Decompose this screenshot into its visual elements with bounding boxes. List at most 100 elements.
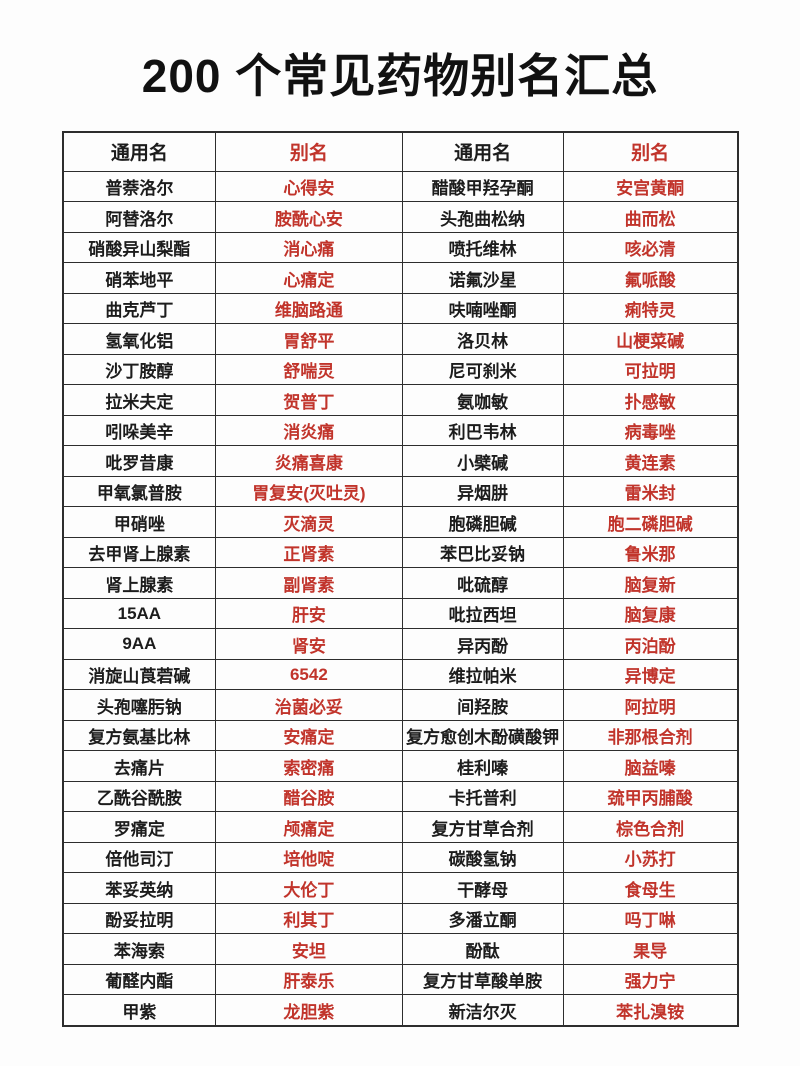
alias-cell: 胺酰心安 bbox=[215, 201, 403, 233]
alias-cell: 治菌必妥 bbox=[215, 689, 403, 721]
generic-name-cell: 拉米夫定 bbox=[61, 384, 217, 416]
table-body: 普萘洛尔 心得安 醋酸甲羟孕酮 安宫黄酮 阿替洛尔 胺酰心安 头孢曲松纳 曲而松 硝酸异山梨酯消… bbox=[61, 170, 739, 1027]
table-row: 头孢噻肟钠 治菌必妥 间羟胺 阿拉明 bbox=[61, 689, 739, 721]
alias-cell: 病毒唑 bbox=[562, 414, 739, 447]
alias-cell: 强力宁 bbox=[562, 963, 739, 996]
alias-cell: 肾安 bbox=[215, 628, 403, 660]
table-row: 吲哚美辛 消炎痛 利巴韦林 病毒唑 bbox=[61, 414, 739, 447]
generic-name-cell: 甲紫 bbox=[61, 994, 217, 1027]
alias-cell: 灭滴灵 bbox=[215, 506, 403, 538]
generic-name-cell: 喷托维林 bbox=[401, 231, 564, 264]
alias-cell: 可拉明 bbox=[562, 353, 739, 386]
alias-cell: 非那根合剂 bbox=[562, 719, 739, 752]
generic-name-cell: 尼可刹米 bbox=[401, 353, 564, 386]
generic-name-cell: 碳酸氢钠 bbox=[401, 841, 564, 874]
generic-name-cell: 醋酸甲羟孕酮 bbox=[401, 170, 564, 203]
alias-cell: 大伦丁 bbox=[215, 872, 403, 904]
generic-name-cell: 头孢噻肟钠 bbox=[61, 689, 217, 721]
alias-cell: 胞二磷胆碱 bbox=[562, 506, 739, 538]
table-row: 乙酰谷酰胺 醋谷胺 卡托普利 巯甲丙脯酸 bbox=[61, 780, 739, 813]
generic-name-cell: 利巴韦林 bbox=[401, 414, 564, 447]
generic-name-cell: 倍他司汀 bbox=[61, 841, 217, 874]
generic-name-cell: 15AA bbox=[61, 597, 217, 630]
alias-cell: 雷米封 bbox=[562, 475, 739, 508]
table-row: 苯妥英纳 大伦丁 干酵母 食母生 bbox=[61, 872, 739, 904]
table-row: 氢氧化铝 胃舒平 洛贝林 山梗菜碱 bbox=[61, 323, 739, 355]
alias-cell: 心得安 bbox=[215, 170, 403, 203]
generic-name-cell: 维拉帕米 bbox=[401, 658, 564, 691]
header-generic-name-left: 通用名 bbox=[61, 131, 217, 172]
alias-cell: 扑感敏 bbox=[562, 384, 739, 416]
alias-cell: 脑复康 bbox=[562, 597, 739, 630]
generic-name-cell: 消旋山莨菪碱 bbox=[61, 658, 217, 691]
table-row: 甲氧氯普胺 胃复安(灭吐灵) 异烟肼 雷米封 bbox=[61, 475, 739, 508]
generic-name-cell: 曲克芦丁 bbox=[61, 292, 217, 325]
table-row: 沙丁胺醇 舒喘灵 尼可刹米 可拉明 bbox=[61, 353, 739, 386]
alias-cell: 巯甲丙脯酸 bbox=[562, 780, 739, 813]
alias-cell: 安宫黄酮 bbox=[562, 170, 739, 203]
drug-alias-table: 通用名 别名 通用名 别名 普萘洛尔 心得安 醋酸甲羟孕酮 安宫黄酮 阿替洛尔 胺酰心安头… bbox=[61, 130, 739, 1027]
alias-cell: 黄连素 bbox=[562, 445, 739, 477]
generic-name-cell: 多潘立酮 bbox=[401, 902, 564, 935]
alias-cell: 贺普丁 bbox=[215, 384, 403, 416]
alias-cell: 正肾素 bbox=[215, 536, 403, 569]
table-row: 曲克芦丁 维脑路通 呋喃唑酮 痢特灵 bbox=[61, 292, 739, 325]
page-title: 200 个常见药物别名汇总 bbox=[141, 50, 659, 102]
table-row: 9AA 肾安 异丙酚 丙泊酚 bbox=[61, 628, 739, 660]
alias-cell: 索密痛 bbox=[215, 750, 403, 782]
generic-name-cell: 阿替洛尔 bbox=[61, 201, 217, 233]
generic-name-cell: 去痛片 bbox=[61, 750, 217, 782]
generic-name-cell: 硝酸异山梨酯 bbox=[61, 231, 217, 264]
generic-name-cell: 干酵母 bbox=[401, 872, 564, 904]
alias-cell: 吗丁啉 bbox=[562, 902, 739, 935]
alias-cell: 食母生 bbox=[562, 872, 739, 904]
generic-name-cell: 苯海索 bbox=[61, 933, 217, 965]
table-header-row: 通用名 别名 通用名 别名 bbox=[61, 131, 739, 172]
alias-cell: 鲁米那 bbox=[562, 536, 739, 569]
alias-cell: 异博定 bbox=[562, 658, 739, 691]
generic-name-cell: 普萘洛尔 bbox=[61, 170, 217, 203]
generic-name-cell: 乙酰谷酰胺 bbox=[61, 780, 217, 813]
alias-cell: 曲而松 bbox=[562, 201, 739, 233]
alias-cell: 安坦 bbox=[215, 933, 403, 965]
table-row: 拉米夫定 贺普丁 氨咖敏 扑感敏 bbox=[61, 384, 739, 416]
alias-cell: 丙泊酚 bbox=[562, 628, 739, 660]
alias-cell: 肝泰乐 bbox=[215, 963, 403, 996]
generic-name-cell: 间羟胺 bbox=[401, 689, 564, 721]
alias-cell: 咳必清 bbox=[562, 231, 739, 264]
generic-name-cell: 甲硝唑 bbox=[61, 506, 217, 538]
table-row: 甲紫 龙胆紫 新洁尔灭 苯扎溴铵 bbox=[61, 994, 739, 1027]
generic-name-cell: 葡醛内酯 bbox=[61, 963, 217, 996]
alias-cell: 胃复安(灭吐灵) bbox=[215, 475, 403, 508]
alias-cell: 炎痛喜康 bbox=[215, 445, 403, 477]
alias-cell: 果导 bbox=[562, 933, 739, 965]
table-row: 硝酸异山梨酯 消心痛 喷托维林 咳必清 bbox=[61, 231, 739, 264]
generic-name-cell: 复方愈创木酚磺酸钾 bbox=[401, 719, 564, 752]
generic-name-cell: 去甲肾上腺素 bbox=[61, 536, 217, 569]
generic-name-cell: 甲氧氯普胺 bbox=[61, 475, 217, 508]
generic-name-cell: 桂利嗪 bbox=[401, 750, 564, 782]
table-row: 倍他司汀 培他啶 碳酸氢钠 小苏打 bbox=[61, 841, 739, 874]
table-row: 普萘洛尔 心得安 醋酸甲羟孕酮 安宫黄酮 bbox=[61, 170, 739, 203]
generic-name-cell: 头孢曲松纳 bbox=[401, 201, 564, 233]
generic-name-cell: 肾上腺素 bbox=[61, 567, 217, 599]
table-row: 消旋山莨菪碱 6542 维拉帕米 异博定 bbox=[61, 658, 739, 691]
generic-name-cell: 酚酞 bbox=[401, 933, 564, 965]
generic-name-cell: 苯巴比妥钠 bbox=[401, 536, 564, 569]
generic-name-cell: 硝苯地平 bbox=[61, 262, 217, 294]
alias-cell: 棕色合剂 bbox=[562, 811, 739, 843]
header-generic-name-right: 通用名 bbox=[401, 131, 564, 172]
header-alias-left: 别名 bbox=[215, 131, 403, 172]
generic-name-cell: 9AA bbox=[61, 628, 217, 660]
alias-cell: 痢特灵 bbox=[562, 292, 739, 325]
table-row: 阿替洛尔 胺酰心安 头孢曲松纳 曲而松 bbox=[61, 201, 739, 233]
table-row: 硝苯地平 心痛定 诺氟沙星 氟哌酸 bbox=[61, 262, 739, 294]
alias-cell: 脑复新 bbox=[562, 567, 739, 599]
alias-cell: 肝安 bbox=[215, 597, 403, 630]
alias-cell: 舒喘灵 bbox=[215, 353, 403, 386]
header-alias-right: 别名 bbox=[562, 131, 739, 172]
generic-name-cell: 洛贝林 bbox=[401, 323, 564, 355]
generic-name-cell: 复方甘草合剂 bbox=[401, 811, 564, 843]
alias-cell: 安痛定 bbox=[215, 719, 403, 752]
